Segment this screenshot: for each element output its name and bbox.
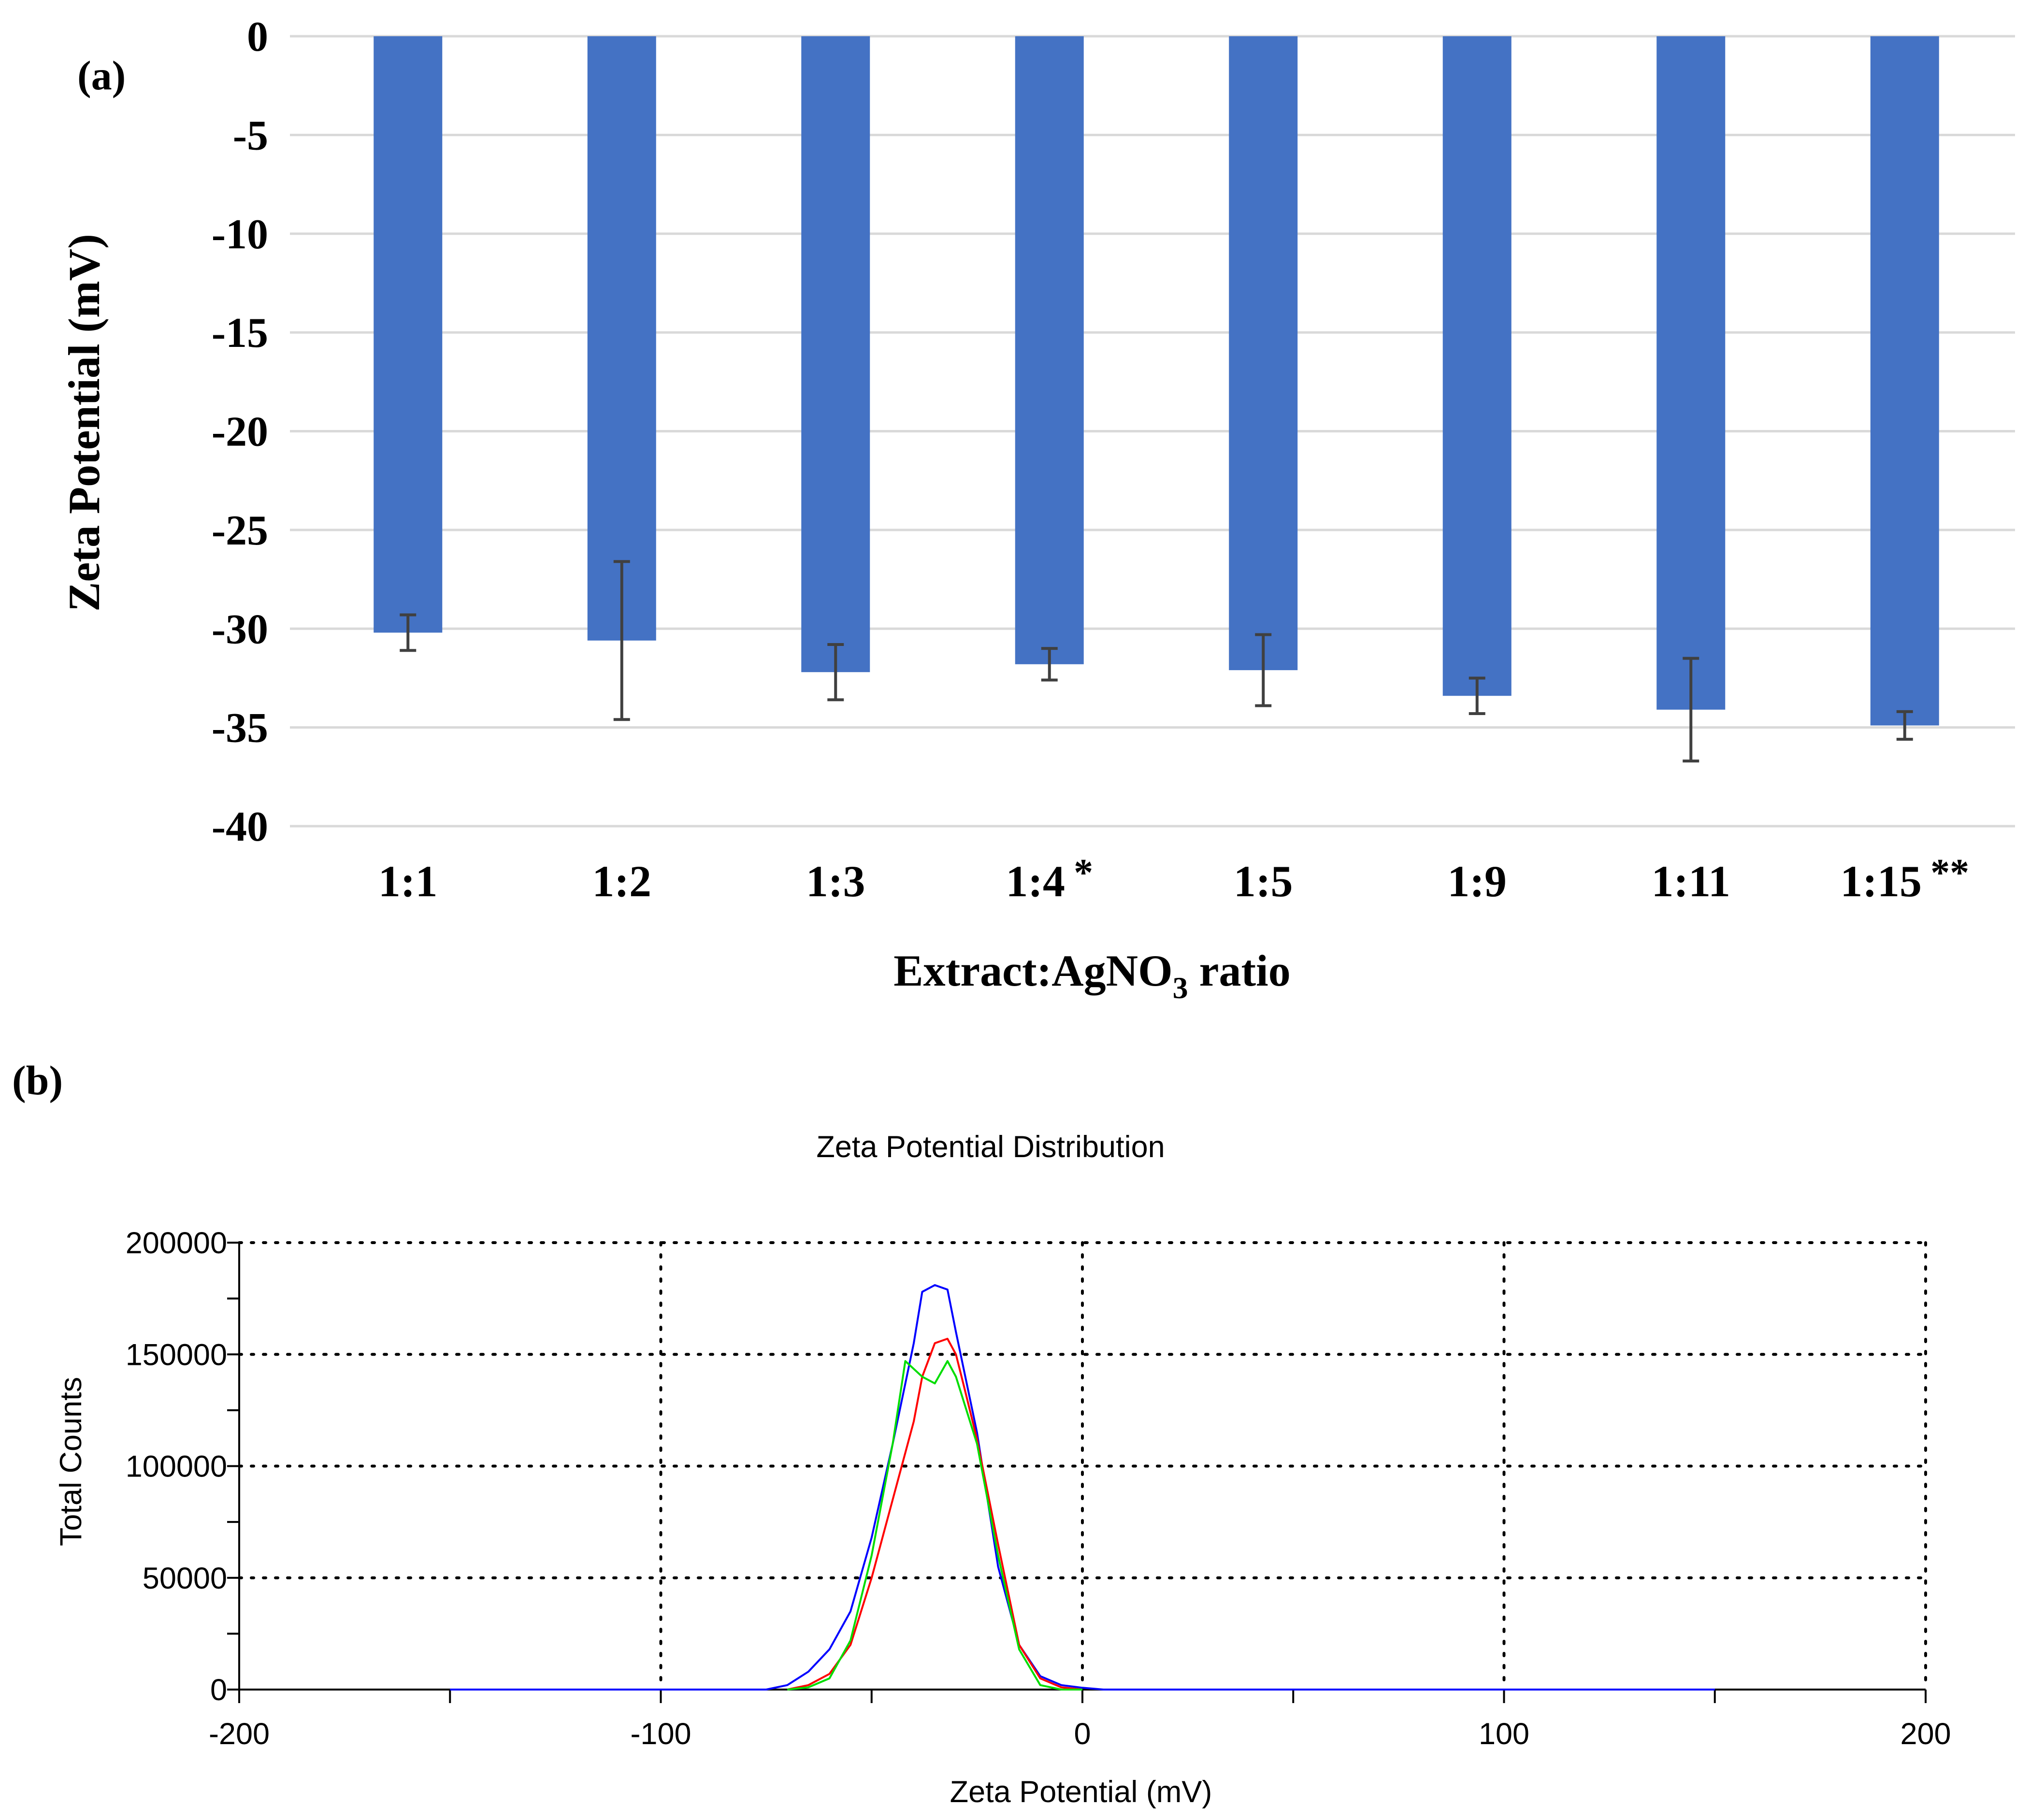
x-tick-category: 1:2: [592, 857, 651, 906]
y-tick-label: -25: [212, 507, 268, 554]
panel-a-label: (a): [77, 52, 126, 99]
series-line: [450, 1284, 1715, 1691]
x-tick-category: 1:9: [1447, 857, 1507, 906]
y-tick-label: -20: [212, 409, 268, 456]
y-tick-label: -10: [212, 211, 268, 258]
bar: [1656, 36, 1726, 710]
bar: [1870, 36, 1939, 726]
x-tick-label: 1:3: [806, 857, 865, 906]
bar-chart-y-axis-label: Zeta Potential (mV): [59, 234, 109, 612]
line-chart-x-axis-label: Zeta Potential (mV): [950, 1775, 1212, 1809]
error-bar: [1683, 657, 1699, 763]
x-tick-marker: *: [1074, 852, 1093, 894]
x-tick-label: 1:1: [378, 857, 438, 906]
x-tick-label: 0: [1074, 1717, 1091, 1751]
line-chart-y-tick-labels: 0 50000 100000 150000 200000: [126, 1226, 227, 1707]
bar: [374, 36, 443, 633]
bar: [801, 36, 870, 673]
x-axis-label-subscript: 3: [1173, 971, 1188, 1005]
x-tick-category: 1:5: [1234, 857, 1293, 906]
x-axis-label-main: Extract:AgNO: [893, 946, 1172, 995]
y-tick-label: 100000: [126, 1450, 227, 1484]
x-tick-label: 200: [1900, 1717, 1951, 1751]
y-tick-label: -30: [212, 606, 268, 653]
bar-chart-y-tick-labels: 0 -5 -10 -15 -20 -25 -30 -35 -40: [212, 14, 268, 850]
x-tick-label: 1:9: [1447, 857, 1507, 906]
x-tick-label: -100: [630, 1717, 691, 1751]
y-tick-label: 0: [247, 14, 268, 60]
error-bar: [1896, 710, 1913, 741]
x-tick-category: 1:15: [1840, 857, 1922, 906]
line-chart-series: [450, 1284, 1715, 1691]
x-tick-category: 1:4: [1006, 857, 1065, 906]
panel-b-label: (b): [12, 1057, 63, 1103]
x-tick-category: 1:3: [806, 857, 865, 906]
series-line: [787, 1360, 1082, 1691]
line-chart-x-tick-labels: -200 -100 0 100 200: [209, 1717, 1951, 1751]
x-tick-label: 1:15 **: [1840, 852, 1969, 906]
bar-chart-bars: [374, 36, 1939, 726]
bar-chart-x-tick-labels: 1:1 1:2 1:3 1:4 * 1:5 1:9 1:11 1:15 **: [378, 852, 1969, 906]
y-tick-label: 50000: [143, 1562, 227, 1595]
line-chart-axes: [227, 1242, 1927, 1703]
bar: [1442, 36, 1512, 696]
bar-chart-error-bars: [400, 560, 1913, 763]
series-line: [787, 1337, 1083, 1691]
bar-chart-x-axis-label: Extract:AgNO3 ratio: [893, 946, 1290, 1005]
line-chart-y-axis-label: Total Counts: [54, 1377, 88, 1546]
x-tick-marker: **: [1930, 852, 1969, 894]
bar: [1229, 36, 1298, 671]
y-tick-label: -35: [212, 705, 268, 752]
y-tick-label: -5: [233, 112, 268, 159]
x-axis-label-suffix: ratio: [1188, 946, 1291, 995]
y-tick-label: -40: [212, 803, 268, 850]
x-tick-label: 100: [1479, 1717, 1529, 1751]
error-bar: [400, 613, 417, 652]
line-chart-panel: (b) Zeta Potential Distribution 0 50000 10…: [12, 1057, 1951, 1809]
error-bar: [1255, 633, 1272, 707]
line-chart-title: Zeta Potential Distribution: [816, 1130, 1165, 1164]
y-tick-label: 150000: [126, 1338, 227, 1372]
y-tick-label: 200000: [126, 1226, 227, 1260]
bar-chart-panel: (a) 0-5-10-15-20-25-30-35-40 1:1 1:2 1:3 1:…: [59, 14, 2015, 1005]
x-tick-label: -200: [209, 1717, 270, 1751]
error-bar: [827, 643, 844, 702]
y-tick-label: -15: [212, 310, 268, 357]
x-tick-label: 1:5: [1234, 857, 1293, 906]
error-bar: [613, 560, 630, 721]
x-tick-label: 1:2: [592, 857, 651, 906]
y-tick-label: 0: [210, 1673, 227, 1707]
bar: [587, 36, 656, 641]
line-chart-gridlines: [238, 1241, 1927, 1691]
bar-chart-gridlines: [290, 35, 2015, 828]
error-bar: [1469, 676, 1485, 716]
x-tick-label: 1:11: [1651, 857, 1730, 906]
error-bar: [1041, 647, 1058, 682]
x-tick-label: 1:4 *: [1006, 852, 1093, 906]
x-tick-category: 1:11: [1651, 857, 1730, 906]
bar: [1015, 36, 1084, 664]
x-tick-category: 1:1: [378, 857, 438, 906]
